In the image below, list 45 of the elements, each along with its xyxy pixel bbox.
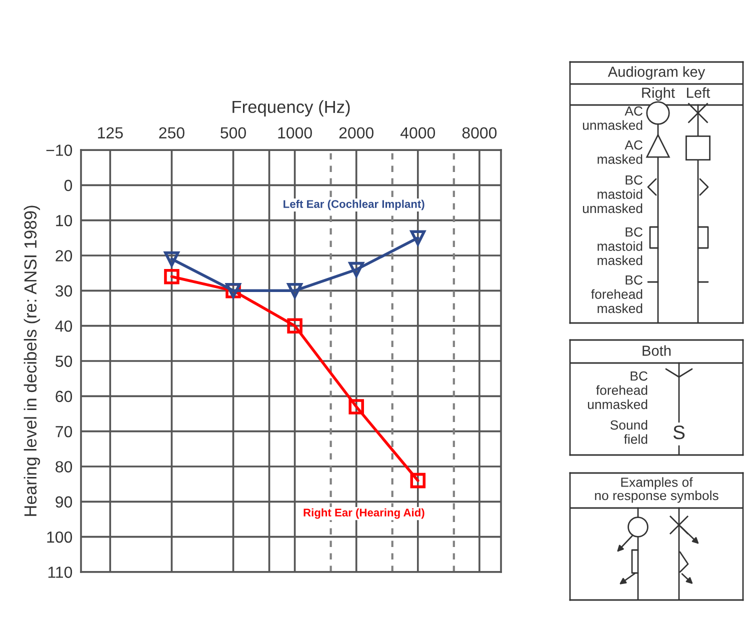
text: Right [642, 87, 675, 101]
y-tick-label: 60 [56, 390, 72, 402]
y-tick-label: 90 [56, 496, 72, 508]
y-tick-label: 80 [56, 461, 72, 472]
x-tick-label: 250 [159, 127, 184, 139]
text: BC mastoid masked [598, 227, 642, 266]
text: S [673, 425, 685, 440]
y-tick-label: −10 [46, 144, 72, 156]
point [410, 472, 426, 488]
x-tick-label: 1000 [278, 127, 312, 139]
y-tick-label: 70 [56, 426, 72, 438]
y-tick-label: 100 [47, 531, 72, 543]
x-axis-title: Frequency (Hz) [232, 100, 350, 116]
point [164, 268, 180, 284]
point [164, 251, 180, 267]
point [410, 230, 426, 246]
x-tick-label: 500 [220, 127, 246, 139]
y-tick-label: 10 [56, 214, 72, 226]
point [348, 399, 364, 414]
series-label: Right Ear (Hearing Aid) [304, 508, 424, 519]
y-tick-label: 30 [56, 285, 72, 297]
text: Audiogram key [608, 66, 706, 80]
text: BC mastoid unmasked [582, 175, 642, 214]
point [287, 283, 302, 298]
x-tick-label: 125 [98, 127, 123, 139]
y-tick-label: 40 [55, 320, 72, 332]
text: AC unmasked [582, 106, 642, 130]
y-tick-label: 110 [48, 566, 72, 578]
y-tick-label: 50 [56, 356, 72, 367]
text: Sound field [610, 420, 648, 444]
y-tick-label: 0 [64, 180, 72, 192]
x-tick-label: 2000 [339, 127, 374, 139]
x-tick-label: 8000 [462, 127, 497, 139]
point [348, 262, 364, 278]
text: Both [642, 345, 671, 356]
text: Left [687, 87, 710, 98]
text: BC forehead unmasked [588, 371, 648, 410]
text: BC forehead masked [591, 275, 642, 314]
y-axis-title: Hearing level in decibels (re: ANSI 1989) [24, 206, 40, 516]
y-tick-label: 20 [56, 250, 72, 262]
text: AC masked [598, 140, 642, 164]
series-label: Left Ear (Cochlear Implant) [284, 200, 424, 210]
point [287, 318, 302, 334]
x-tick-label: 4000 [400, 127, 436, 139]
text: Examples of no response symbols [595, 477, 718, 503]
